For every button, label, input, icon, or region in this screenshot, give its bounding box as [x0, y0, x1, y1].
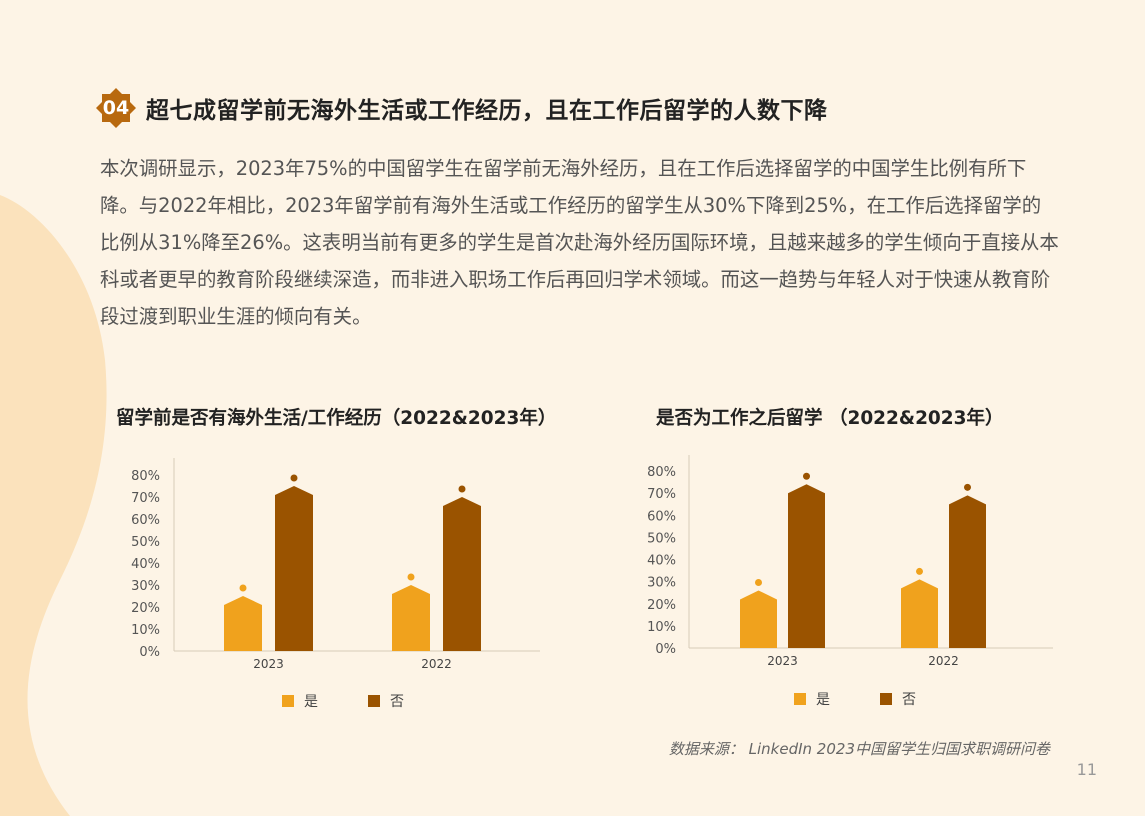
legend-item-yes: 是 [282, 691, 318, 711]
x-category-label: 2022 [421, 657, 452, 671]
bar-marker-dot [407, 573, 415, 581]
legend-swatch-no [368, 695, 380, 707]
chart-1-legend: 是 否 [282, 691, 454, 711]
legend-swatch-no [880, 693, 892, 705]
legend-swatch-yes [794, 693, 806, 705]
y-tick-label: 0% [655, 642, 676, 657]
y-tick-label: 40% [647, 554, 676, 569]
y-tick-label: 80% [647, 465, 676, 480]
y-tick-label: 50% [131, 535, 160, 550]
section-title: 超七成留学前无海外生活或工作经历，且在工作后留学的人数下降 [146, 98, 828, 124]
y-tick-label: 40% [131, 557, 160, 572]
y-tick-label: 20% [647, 598, 676, 613]
chart-1-title: 留学前是否有海外生活/工作经历（2022&2023年） [116, 408, 557, 429]
legend-label-no: 否 [390, 694, 404, 710]
star-badge-icon [96, 88, 136, 128]
body-paragraph: 本次调研显示，2023年75%的中国留学生在留学前无海外经历，且在工作后选择留学… [100, 157, 1059, 328]
y-tick-label: 80% [131, 469, 160, 484]
data-source: 数据来源： LinkedIn 2023中国留学生归国求职调研问卷 [668, 740, 1050, 758]
bar-yes-2023 [224, 596, 262, 651]
x-category-label: 2023 [253, 657, 284, 671]
section-number-badge: 04 [96, 88, 136, 128]
y-tick-label: 60% [131, 513, 160, 528]
y-tick-label: 60% [647, 509, 676, 524]
legend-item-no: 否 [880, 689, 916, 709]
x-category-label: 2023 [767, 654, 798, 668]
bar-no-2022 [949, 495, 986, 648]
y-tick-label: 0% [139, 645, 160, 660]
bar-no-2023 [275, 486, 313, 651]
legend-item-yes: 是 [794, 689, 830, 709]
chart-2-legend: 是 否 [794, 689, 966, 709]
bar-no-2023 [788, 484, 825, 648]
x-category-label: 2022 [928, 654, 959, 668]
bar-yes-2022 [392, 585, 430, 651]
legend-item-no: 否 [368, 691, 404, 711]
bar-marker-dot [239, 584, 247, 592]
bar-marker-dot [803, 472, 810, 480]
legend-label-yes: 是 [816, 692, 830, 708]
legend-swatch-yes [282, 695, 294, 707]
legend-label-yes: 是 [304, 694, 318, 710]
y-tick-label: 70% [647, 487, 676, 502]
chart-2-title: 是否为工作之后留学 （2022&2023年） [656, 408, 1004, 429]
y-tick-label: 70% [131, 491, 160, 506]
bar-marker-dot [916, 567, 923, 575]
page-number: 11 [1076, 760, 1097, 779]
section-heading: 04 超七成留学前无海外生活或工作经历，且在工作后留学的人数下降 [96, 86, 828, 130]
y-tick-label: 30% [647, 576, 676, 591]
y-tick-label: 10% [131, 623, 160, 638]
section-number: 04 [102, 97, 130, 119]
bar-marker-dot [458, 485, 466, 493]
y-tick-label: 30% [131, 579, 160, 594]
bar-marker-dot [755, 578, 762, 586]
legend-label-no: 否 [902, 692, 916, 708]
bar-marker-dot [964, 483, 971, 491]
y-tick-label: 20% [131, 601, 160, 616]
y-tick-label: 50% [647, 531, 676, 546]
y-tick-label: 10% [647, 620, 676, 635]
bar-no-2022 [443, 497, 481, 651]
bar-yes-2022 [901, 579, 938, 648]
bar-marker-dot [290, 474, 298, 482]
bar-yes-2023 [740, 590, 777, 648]
